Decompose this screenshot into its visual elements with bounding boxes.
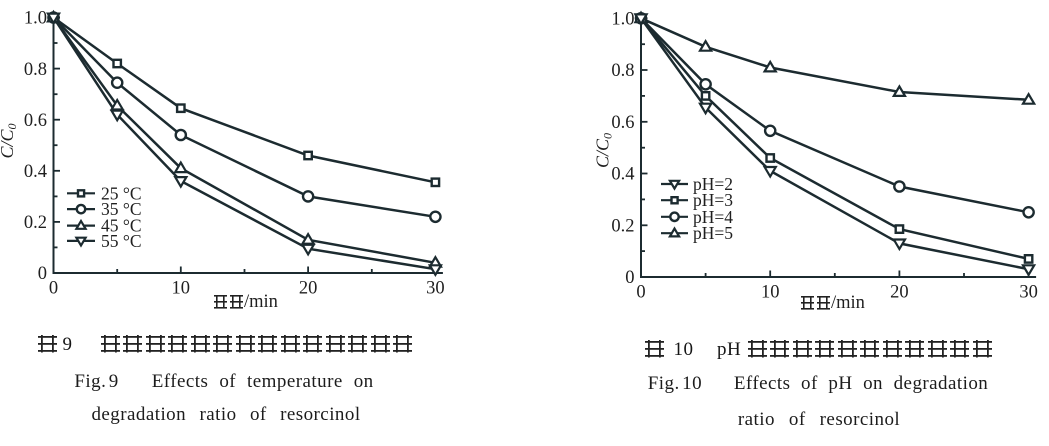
svg-text:10: 10 bbox=[172, 279, 191, 299]
svg-text:1.0: 1.0 bbox=[611, 10, 634, 30]
svg-text:pH=4: pH=4 bbox=[693, 207, 733, 227]
svg-text:0: 0 bbox=[49, 279, 58, 299]
svg-text:pH=3: pH=3 bbox=[693, 190, 733, 210]
svg-text:pH=2: pH=2 bbox=[693, 174, 733, 194]
svg-text:0.6: 0.6 bbox=[611, 113, 634, 133]
svg-text:0.2: 0.2 bbox=[611, 217, 634, 237]
svg-text:30: 30 bbox=[426, 279, 445, 299]
svg-text:0.4: 0.4 bbox=[611, 165, 634, 185]
svg-text:35 °C: 35 °C bbox=[101, 199, 142, 219]
svg-text:pH=5: pH=5 bbox=[693, 223, 733, 243]
svg-text:0.8: 0.8 bbox=[611, 61, 634, 81]
svg-text:1.0: 1.0 bbox=[24, 9, 47, 29]
svg-text:20: 20 bbox=[890, 283, 909, 303]
svg-text:30: 30 bbox=[1019, 283, 1038, 303]
svg-text:0: 0 bbox=[636, 283, 645, 303]
svg-text:0.8: 0.8 bbox=[24, 60, 47, 80]
svg-text:0.4: 0.4 bbox=[24, 162, 47, 182]
svg-text:0: 0 bbox=[38, 264, 47, 284]
svg-text:C/C0: C/C0 bbox=[0, 123, 19, 158]
svg-text:10: 10 bbox=[761, 283, 780, 303]
svg-text:0.2: 0.2 bbox=[24, 213, 47, 233]
svg-text:55 °C: 55 °C bbox=[101, 231, 142, 251]
svg-text:C/C0: C/C0 bbox=[593, 133, 615, 168]
svg-text:45 °C: 45 °C bbox=[101, 216, 142, 236]
svg-text:25 °C: 25 °C bbox=[101, 183, 142, 203]
svg-text:0: 0 bbox=[625, 268, 634, 288]
svg-text:0.6: 0.6 bbox=[24, 111, 47, 131]
svg-text:20: 20 bbox=[299, 279, 318, 299]
